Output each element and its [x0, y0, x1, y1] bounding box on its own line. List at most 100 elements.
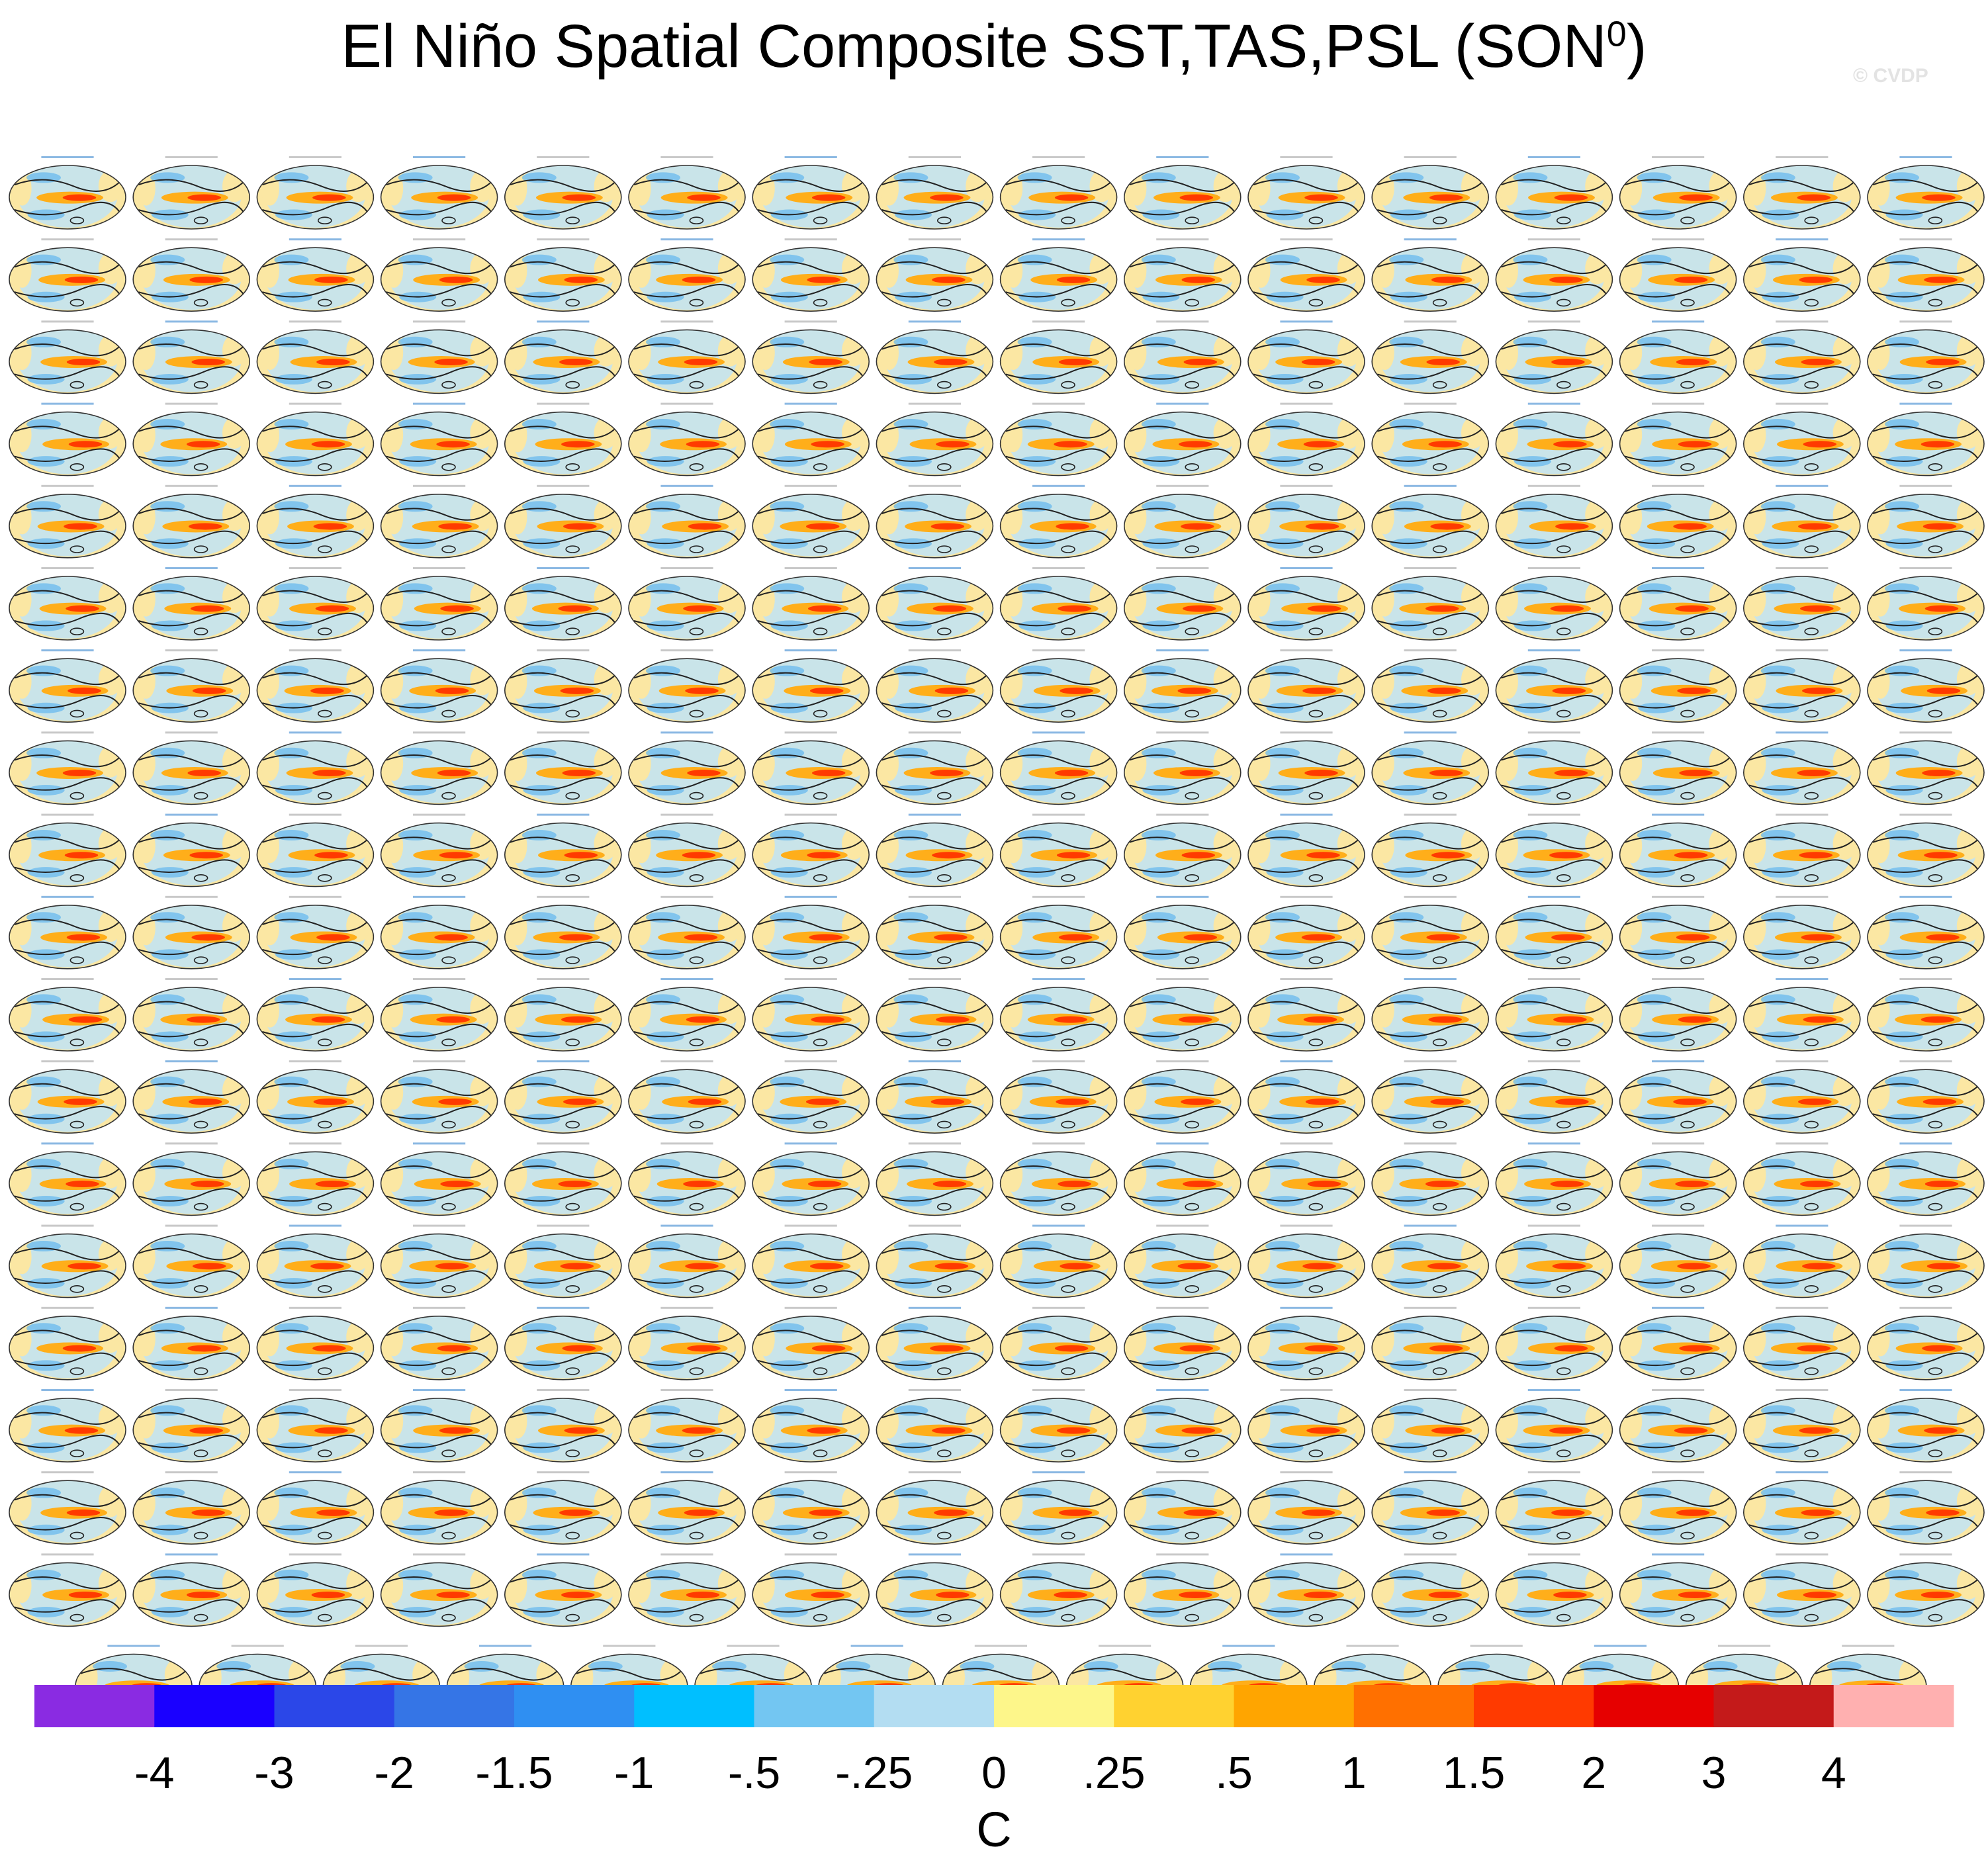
- map-panel: [1743, 978, 1861, 1052]
- colorbar-tick-label: -1.5: [475, 1748, 553, 1798]
- map-panel: [999, 1224, 1118, 1298]
- map-panel: [380, 1306, 498, 1380]
- map-panel: [876, 320, 994, 394]
- map-panel: [1743, 813, 1861, 887]
- map-panel: [9, 1553, 126, 1627]
- map-panel: [256, 1389, 375, 1463]
- colorbar-swatch: [994, 1685, 1114, 1727]
- map-panel: [132, 813, 250, 887]
- colorbar-swatch: [514, 1685, 635, 1727]
- map-panel: [380, 1142, 498, 1216]
- map-panel: [752, 567, 870, 641]
- colorbar-tick-label: .25: [1083, 1748, 1146, 1798]
- map-panel: [876, 731, 994, 805]
- map-panel: [1124, 156, 1242, 230]
- map-panel: [876, 238, 994, 312]
- map-panel: [876, 402, 994, 476]
- map-panel: [1247, 1224, 1365, 1298]
- map-panel: [1495, 1060, 1613, 1134]
- colorbar-swatch: [1114, 1685, 1234, 1727]
- map-panel: [1247, 731, 1365, 805]
- map-panel: [1867, 1224, 1985, 1298]
- map-panel: [132, 1389, 250, 1463]
- map-panel: [132, 731, 250, 805]
- map-panel: [752, 1224, 870, 1298]
- map-panel: [1619, 1306, 1737, 1380]
- map-panel: [504, 238, 622, 312]
- map-panel: [504, 731, 622, 805]
- colorbar-tick-label: .5: [1215, 1748, 1253, 1798]
- map-panel: [9, 238, 126, 312]
- map-panel: [876, 1306, 994, 1380]
- map-panel: [1619, 484, 1737, 559]
- map-panel: [1495, 1389, 1613, 1463]
- map-panel: [1867, 1553, 1985, 1627]
- map-panel: [132, 156, 250, 230]
- map-panel: [380, 978, 498, 1052]
- map-panel: [1495, 156, 1613, 230]
- map-panel: [999, 813, 1118, 887]
- map-panel: [999, 978, 1118, 1052]
- map-panel: [256, 1306, 375, 1380]
- map-panel: [1124, 1060, 1242, 1134]
- map-panel: [1371, 156, 1489, 230]
- map-panel: [1247, 402, 1365, 476]
- colorbar-swatch: [34, 1685, 155, 1727]
- map-panel: [380, 320, 498, 394]
- map-panel: [1247, 978, 1365, 1052]
- map-panel: [504, 484, 622, 559]
- map-panel: [132, 1553, 250, 1627]
- colorbar-swatch: [1833, 1685, 1954, 1727]
- map-panel: [628, 320, 746, 394]
- map-panel: [1743, 238, 1861, 312]
- map-panel: [504, 320, 622, 394]
- map-panel: [876, 1389, 994, 1463]
- colorbar-tick-label: -2: [375, 1748, 414, 1798]
- map-panel: [1371, 567, 1489, 641]
- map-panel: [876, 978, 994, 1052]
- colorbar-swatch: [874, 1685, 995, 1727]
- map-panel: [1867, 320, 1985, 394]
- map-panel: [1619, 567, 1737, 641]
- map-panel: [1124, 1389, 1242, 1463]
- map-panel: [504, 649, 622, 723]
- map-panel: [132, 1142, 250, 1216]
- map-panel: [1619, 320, 1737, 394]
- map-panel: [628, 1389, 746, 1463]
- map-panel: [1495, 567, 1613, 641]
- map-panel: [504, 813, 622, 887]
- map-panel: [1124, 1471, 1242, 1545]
- map-panel: [1495, 813, 1613, 887]
- colorbar-tick-label: -4: [134, 1748, 174, 1798]
- map-panel: [1247, 484, 1365, 559]
- map-panel: [1371, 1060, 1489, 1134]
- map-panel: [1247, 813, 1365, 887]
- map-panel: [504, 1471, 622, 1545]
- map-panel: [999, 1142, 1118, 1216]
- map-panel: [628, 402, 746, 476]
- colorbar-tick-label: -.25: [835, 1748, 913, 1798]
- map-panel: [380, 567, 498, 641]
- map-panel: [256, 731, 375, 805]
- colorbar-swatch: [274, 1685, 395, 1727]
- map-panel: [1247, 1553, 1365, 1627]
- map-panel: [256, 1060, 375, 1134]
- map-panel: [9, 1306, 126, 1380]
- map-panel: [876, 895, 994, 970]
- map-panel: [1371, 1553, 1489, 1627]
- map-panel: [1619, 813, 1737, 887]
- map-panel: [752, 1306, 870, 1380]
- colorbar-swatch: [1594, 1685, 1714, 1727]
- map-panel: [999, 895, 1118, 970]
- map-panel: [9, 895, 126, 970]
- colorbar-swatch: [1474, 1685, 1594, 1727]
- map-panel: [752, 649, 870, 723]
- map-panel: [752, 402, 870, 476]
- map-panel: [504, 1389, 622, 1463]
- map-panel: [132, 320, 250, 394]
- map-panel: [1867, 1306, 1985, 1380]
- map-panel: [752, 1471, 870, 1545]
- map-panel: [256, 484, 375, 559]
